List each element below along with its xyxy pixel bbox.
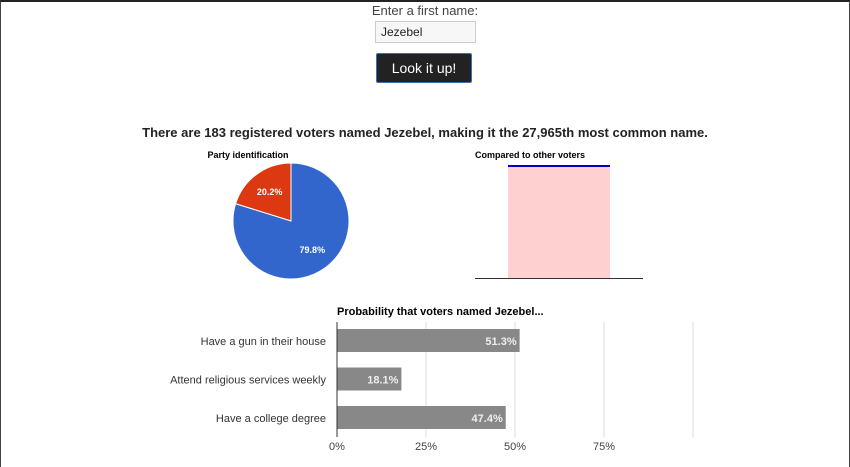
x-tick-label: 0% [329, 441, 345, 453]
pie-label: 79.8% [300, 245, 326, 255]
bar [337, 367, 402, 391]
x-tick-label: 50% [504, 441, 526, 453]
x-tick-label: 25% [415, 441, 437, 453]
bar-label: 18.1% [367, 375, 398, 387]
bar [337, 406, 506, 429]
pie-title: Party identification [207, 150, 288, 160]
first-name-input[interactable] [375, 21, 476, 43]
pie-slice [234, 162, 292, 222]
x-tick-label: 75% [593, 441, 615, 453]
look-it-up-button[interactable]: Look it up! [376, 53, 472, 83]
bar-label: 51.3% [485, 336, 516, 348]
headline: There are 183 registered voters named Je… [142, 125, 708, 140]
compare-title: Compared to other voters [475, 150, 585, 160]
pie-slice [232, 162, 350, 280]
name-label: Enter a first name: [371, 3, 479, 18]
category-label: Attend religious services weekly [170, 375, 326, 387]
compare-bar [508, 165, 610, 278]
bar [337, 329, 520, 352]
category-label: Have a college degree [216, 413, 326, 425]
category-label: Have a gun in their house [201, 336, 326, 348]
bar-label: 47.4% [472, 413, 503, 425]
pie-label: 20.2% [257, 187, 283, 197]
bar-title: Probability that voters named Jezebel... [337, 306, 544, 318]
